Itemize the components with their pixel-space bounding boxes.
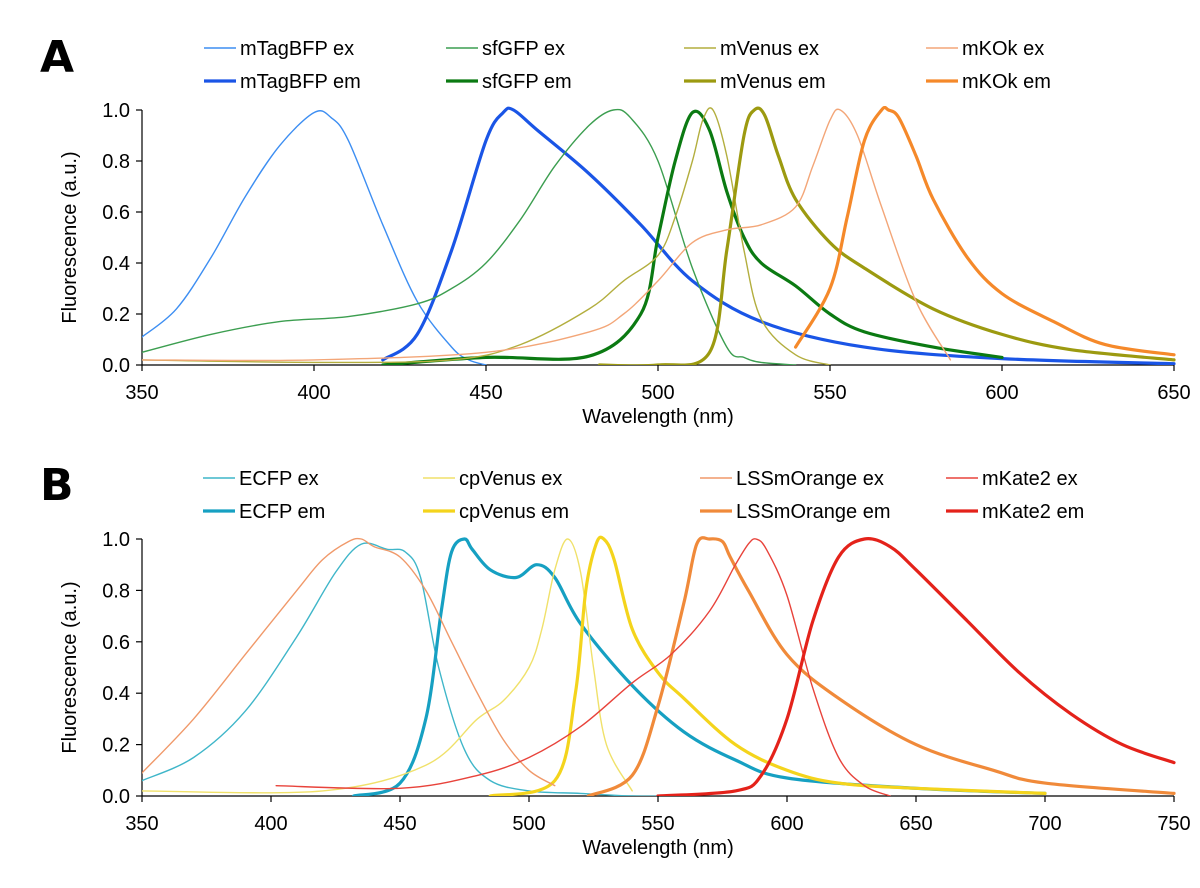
x-tick-label: 450 — [383, 813, 416, 835]
series-line-mkate2-ex — [275, 538, 891, 796]
x-tick-label: 350 — [125, 813, 158, 835]
y-tick-label: 0.8 — [102, 151, 130, 173]
series-line-mkok-em — [794, 106, 1176, 357]
y-tick-label: 0.2 — [102, 304, 130, 326]
y-tick-label: 0.8 — [102, 580, 130, 602]
series-line-lssmorange-ex — [142, 537, 556, 787]
y-tick-label: 0.0 — [102, 355, 130, 377]
series-line-cpvenus-ex — [142, 538, 633, 794]
series-line-mkok-ex — [142, 108, 952, 362]
x-tick-label: 650 — [1157, 382, 1190, 404]
panel-label: B — [40, 460, 74, 511]
x-tick-label: 450 — [469, 382, 502, 404]
y-axis-title: Fluorescence (a.u.) — [59, 151, 81, 323]
y-axis-title: Fluorescence (a.u.) — [59, 581, 81, 753]
x-tick-label: 650 — [899, 813, 932, 835]
series-line-mkate2-em — [656, 537, 1176, 796]
panel-b: B 0.0 0.2 0.4 0.6 0.8 1.0 350 400 450 500 550 600 650… — [40, 460, 1191, 859]
legend: mTagBFP ex mTagBFP em sfGFP ex sfGFP em mVen… — [204, 38, 1051, 93]
x-tick-label: 500 — [641, 382, 674, 404]
y-tick-label: 0.4 — [102, 683, 130, 705]
series-line-mtagbfp-em — [381, 106, 1176, 365]
legend-label: cpVenus em — [459, 501, 569, 523]
panel-label: A — [40, 32, 74, 83]
x-tick-label: 550 — [641, 813, 674, 835]
series-group — [142, 106, 1176, 365]
x-tick-label: 400 — [297, 382, 330, 404]
series-line-ecfp-ex — [142, 542, 685, 796]
x-tick-label: 600 — [770, 813, 803, 835]
series-line-ecfp-em — [352, 537, 1047, 796]
x-tick-label: 600 — [985, 382, 1018, 404]
legend-label: LSSmOrange em — [736, 501, 891, 523]
panel-a: A 0.0 0.2 0.4 0.6 0.8 1.0 350 400 450 500 550 600 650… — [40, 32, 1191, 428]
legend-label: ECFP em — [239, 501, 325, 523]
legend-label: mTagBFP ex — [240, 38, 354, 60]
legend-label: LSSmOrange ex — [736, 468, 884, 490]
legend-label: mVenus em — [720, 71, 826, 93]
series-line-cpvenus-em — [488, 535, 1047, 796]
series-line-mtagbfp-ex — [142, 110, 487, 365]
legend: ECFP ex ECFP em cpVenus ex cpVenus em LSSmOr… — [203, 468, 1084, 523]
y-tick-label: 1.0 — [102, 100, 130, 122]
legend-label: mKOk ex — [962, 38, 1044, 60]
legend-label: cpVenus ex — [459, 468, 562, 490]
x-tick-label: 700 — [1028, 813, 1061, 835]
x-tick-label: 750 — [1157, 813, 1190, 835]
x-tick-label: 400 — [254, 813, 287, 835]
y-tick-label: 0.6 — [102, 632, 130, 654]
legend-label: mKate2 ex — [982, 468, 1078, 490]
y-tick-label: 0.0 — [102, 786, 130, 808]
legend-label: mKOk em — [962, 71, 1051, 93]
x-axis-title: Wavelength (nm) — [582, 837, 734, 859]
legend-label: mKate2 em — [982, 501, 1084, 523]
series-line-sfgfp-ex — [142, 108, 797, 365]
legend-label: mTagBFP em — [240, 71, 361, 93]
legend-label: mVenus ex — [720, 38, 819, 60]
series-line-mvenus-ex — [142, 107, 831, 365]
y-tick-label: 0.4 — [102, 253, 130, 275]
y-tick-label: 1.0 — [102, 529, 130, 551]
legend-label: ECFP ex — [239, 468, 319, 490]
y-tick-label: 0.6 — [102, 202, 130, 224]
series-line-lssmorange-em — [586, 536, 1176, 796]
legend-label: sfGFP em — [482, 71, 572, 93]
series-group — [142, 535, 1176, 796]
x-tick-label: 550 — [813, 382, 846, 404]
legend-label: sfGFP ex — [482, 38, 565, 60]
x-axis-title: Wavelength (nm) — [582, 406, 734, 428]
series-line-sfgfp-em — [381, 109, 1004, 365]
x-tick-label: 500 — [512, 813, 545, 835]
x-tick-label: 350 — [125, 382, 158, 404]
y-tick-label: 0.2 — [102, 735, 130, 757]
series-line-mvenus-em — [597, 106, 1176, 365]
